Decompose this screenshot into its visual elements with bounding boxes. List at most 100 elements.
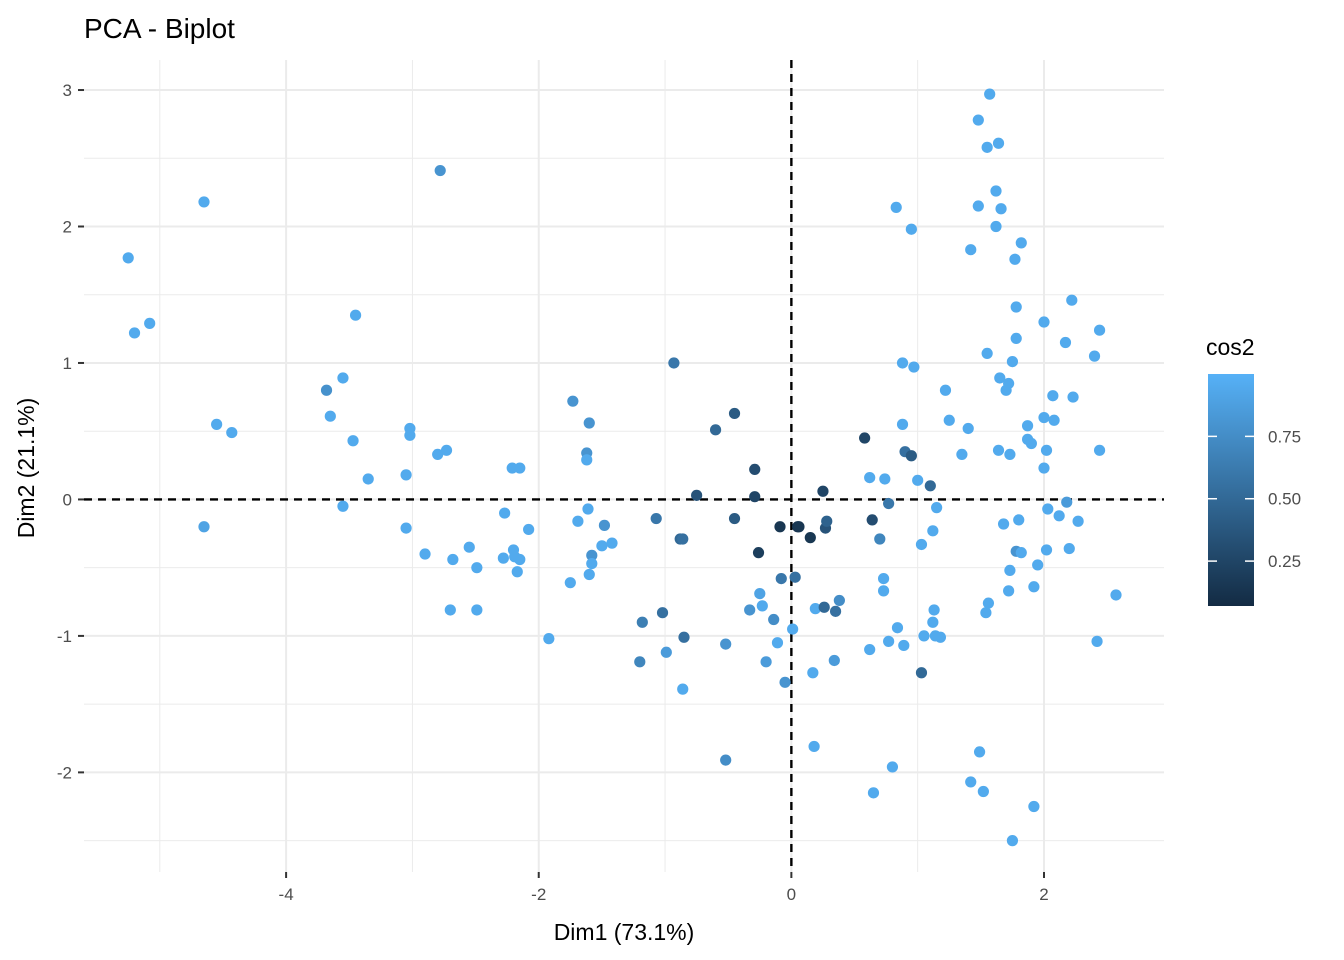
data-point <box>650 512 662 525</box>
data-point <box>775 572 787 585</box>
data-point <box>128 327 141 339</box>
data-point <box>752 547 765 559</box>
data-point <box>934 631 947 643</box>
x-tick-label: 0 <box>787 885 796 904</box>
legend-title: cos2 <box>1206 334 1255 360</box>
data-point <box>908 361 920 373</box>
data-point <box>793 521 805 533</box>
data-point <box>514 553 526 566</box>
data-point <box>440 444 453 456</box>
legend-colorbar <box>1208 374 1254 606</box>
data-point <box>915 667 928 679</box>
x-tick-label: -2 <box>531 885 546 904</box>
data-point <box>973 746 986 758</box>
data-point <box>1032 559 1044 571</box>
data-point <box>879 473 891 485</box>
data-point <box>1048 414 1060 426</box>
data-point <box>771 637 784 649</box>
data-point <box>198 521 210 533</box>
data-point <box>890 201 902 213</box>
data-point <box>1025 437 1037 450</box>
data-point <box>1038 316 1050 328</box>
data-point <box>984 88 996 100</box>
data-point <box>471 562 483 574</box>
data-point <box>523 523 535 536</box>
data-point <box>447 553 459 566</box>
data-point <box>728 512 741 525</box>
data-point <box>809 603 821 615</box>
data-point <box>1015 547 1027 559</box>
data-point <box>981 141 993 153</box>
data-point <box>990 220 1002 233</box>
data-point <box>362 473 374 485</box>
data-point <box>572 515 584 527</box>
data-point <box>400 469 412 481</box>
data-point <box>828 654 840 667</box>
data-point <box>915 538 928 551</box>
data-point <box>965 776 977 788</box>
data-point <box>1003 377 1015 390</box>
data-point <box>1047 390 1059 402</box>
data-point <box>905 450 917 462</box>
data-point <box>1015 237 1027 249</box>
data-point <box>226 426 238 439</box>
data-point <box>1010 301 1022 313</box>
data-point <box>1067 391 1079 403</box>
data-point <box>514 462 526 474</box>
axes: -4 -2 0 2 -2 -1 0 1 2 3 <box>57 81 1049 904</box>
data-point <box>927 525 939 537</box>
data-point <box>581 454 593 466</box>
data-point <box>1093 324 1106 336</box>
data-point <box>1042 503 1054 515</box>
data-point <box>1004 564 1016 577</box>
data-point <box>586 549 598 561</box>
data-point <box>972 200 984 212</box>
y-tick-label: -2 <box>57 763 72 782</box>
data-point <box>821 515 833 527</box>
data-point <box>337 500 349 512</box>
data-point <box>583 417 595 429</box>
data-point <box>877 585 890 597</box>
data-point <box>896 357 909 369</box>
data-point <box>1021 420 1034 432</box>
data-point <box>774 521 786 533</box>
data-point <box>471 604 483 616</box>
data-point <box>912 474 924 486</box>
x-tick-label: -4 <box>279 885 294 904</box>
data-point <box>956 448 968 460</box>
data-point <box>122 252 134 264</box>
data-point <box>720 754 732 766</box>
data-point <box>1040 444 1053 456</box>
data-point <box>499 507 511 519</box>
data-point <box>1059 336 1072 349</box>
data-point <box>833 594 845 607</box>
data-point <box>749 463 761 476</box>
data-point <box>543 633 555 645</box>
data-point <box>779 676 791 688</box>
data-point <box>928 604 940 616</box>
legend-tick-label: 0.75 <box>1268 427 1301 446</box>
data-point <box>990 185 1002 197</box>
data-point <box>1093 444 1106 456</box>
data-point <box>347 435 359 447</box>
data-point <box>596 540 608 552</box>
data-point <box>866 514 878 526</box>
data-point <box>980 607 992 619</box>
data-point <box>877 572 890 585</box>
data-point <box>583 568 595 581</box>
data-point <box>965 244 977 256</box>
legend-tick-label: 0.50 <box>1268 490 1301 509</box>
data-point <box>432 448 444 460</box>
data-point <box>924 480 936 492</box>
data-point <box>898 639 910 652</box>
data-point <box>1003 585 1015 597</box>
data-point <box>874 533 886 545</box>
data-point <box>939 384 952 396</box>
data-point <box>434 164 446 177</box>
data-point <box>972 114 984 126</box>
data-point <box>1091 635 1103 647</box>
data-point <box>598 519 611 531</box>
data-point <box>324 410 336 422</box>
data-point <box>1110 589 1122 601</box>
y-axis-title: Dim2 (21.1%) <box>13 398 39 539</box>
